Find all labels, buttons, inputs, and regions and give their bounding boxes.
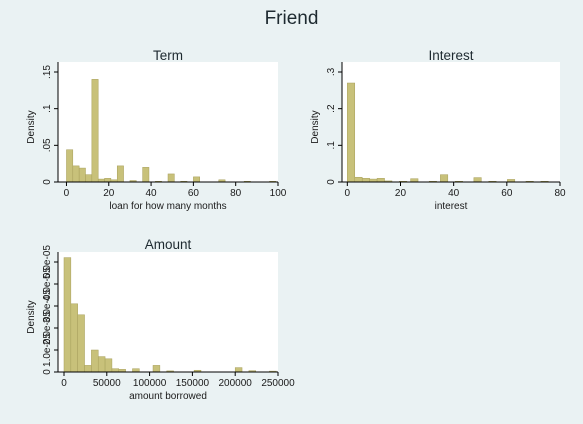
interest-ytick-label-1: .1 bbox=[326, 141, 337, 150]
amount-ytick-label-5: 5.0e-05 bbox=[42, 245, 53, 279]
amount-xtick-label-1: 50000 bbox=[93, 378, 121, 389]
interest-bar-9 bbox=[440, 174, 449, 183]
term-xtick-label-1: 20 bbox=[103, 188, 115, 199]
term-xtick-label-2: 40 bbox=[146, 188, 158, 199]
amount-xtick-label-3: 150000 bbox=[176, 378, 210, 389]
amount-ytick-label-1: 1.0e-05 bbox=[42, 333, 53, 367]
term-bar-10 bbox=[142, 167, 150, 183]
term-bar-3 bbox=[85, 174, 93, 183]
term-y-axis-title: Density bbox=[26, 110, 37, 143]
term-plot-area bbox=[58, 62, 278, 182]
amount-bar-2 bbox=[77, 314, 85, 373]
term-bar-0 bbox=[66, 149, 74, 183]
amount-bar-6 bbox=[104, 358, 113, 373]
interest-plot-area bbox=[342, 62, 560, 182]
amount-bar-0 bbox=[63, 257, 72, 373]
interest-bar-0 bbox=[347, 82, 356, 183]
interest-x-axis-title: interest bbox=[435, 201, 468, 212]
term-bar-1 bbox=[72, 165, 80, 183]
amount-x-axis-title: amount borrowed bbox=[129, 391, 207, 402]
amount-bar-13 bbox=[234, 367, 243, 373]
interest-panel-title: Interest bbox=[428, 48, 473, 63]
term-bar-14 bbox=[193, 176, 200, 183]
amount-panel-title: Amount bbox=[145, 237, 192, 252]
amount-xtick-label-2: 100000 bbox=[133, 378, 167, 389]
interest-ytick-label-0: 0 bbox=[326, 179, 337, 185]
interest-bar-4 bbox=[376, 178, 385, 183]
term-xtick-label-4: 80 bbox=[230, 188, 242, 199]
interest-xtick-label-3: 60 bbox=[501, 188, 513, 199]
amount-bar-3 bbox=[84, 365, 92, 373]
amount-xtick-label-4: 200000 bbox=[219, 378, 253, 389]
interest-bar-1 bbox=[354, 176, 363, 183]
amount-bar-10 bbox=[152, 365, 161, 373]
amount-ytick-label-4: 4.0e-05 bbox=[42, 267, 53, 301]
term-x-axis-title: loan for how many months bbox=[109, 201, 226, 212]
term-ytick-label-3: .15 bbox=[42, 65, 53, 79]
term-bar-4 bbox=[91, 79, 99, 183]
amount-ytick-label-3: 3.0e-05 bbox=[42, 289, 53, 323]
amount-plot-area bbox=[58, 252, 278, 372]
term-ytick-label-1: .05 bbox=[42, 138, 53, 152]
interest-y-axis-title: Density bbox=[310, 110, 321, 143]
term-xtick-label-0: 0 bbox=[64, 188, 70, 199]
interest-ytick-label-3: .3 bbox=[326, 67, 337, 76]
term-panel-title: Term bbox=[153, 48, 183, 63]
amount-bar-1 bbox=[70, 303, 78, 373]
term-xtick-label-3: 60 bbox=[188, 188, 200, 199]
term-bar-8 bbox=[116, 165, 124, 183]
amount-bar-5 bbox=[97, 356, 106, 373]
term-xtick-label-5: 100 bbox=[270, 188, 287, 199]
interest-bar-11 bbox=[473, 177, 482, 183]
interest-xtick-label-1: 20 bbox=[395, 188, 407, 199]
term-ytick-label-0: 0 bbox=[42, 179, 53, 185]
term-bar-6 bbox=[104, 178, 112, 183]
amount-ytick-label-0: 0 bbox=[42, 369, 53, 375]
amount-y-axis-title: Density bbox=[26, 300, 37, 333]
interest-bar-2 bbox=[361, 178, 370, 183]
figure-title: Friend bbox=[264, 8, 319, 29]
term-ytick-label-2: .1 bbox=[42, 104, 53, 113]
interest-xtick-label-2: 40 bbox=[448, 188, 460, 199]
interest-xtick-label-0: 0 bbox=[345, 188, 351, 199]
amount-bar-4 bbox=[91, 349, 99, 373]
amount-xtick-label-5: 250000 bbox=[261, 378, 295, 389]
interest-ytick-label-2: .2 bbox=[326, 104, 337, 113]
amount-ytick-label-2: 2.0e-05 bbox=[42, 311, 53, 345]
term-bar-2 bbox=[78, 167, 86, 183]
term-bar-12 bbox=[167, 173, 175, 183]
amount-xtick-label-0: 0 bbox=[61, 378, 67, 389]
interest-xtick-label-4: 80 bbox=[554, 188, 566, 199]
